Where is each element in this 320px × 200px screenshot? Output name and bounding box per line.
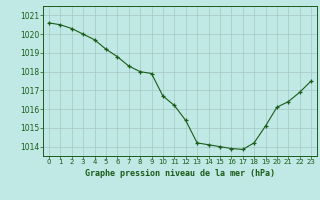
X-axis label: Graphe pression niveau de la mer (hPa): Graphe pression niveau de la mer (hPa)	[85, 169, 275, 178]
